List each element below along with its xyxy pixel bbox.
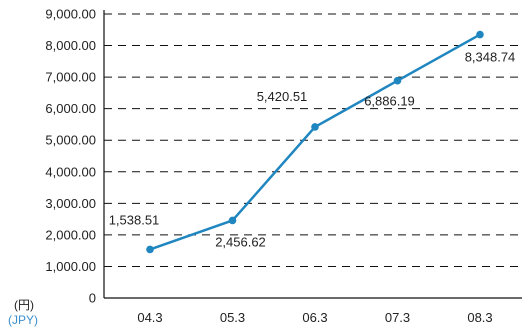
data-label: 5,420.51 (257, 89, 308, 104)
data-label: 1,538.51 (109, 212, 160, 227)
x-tick-label: 04.3 (137, 310, 162, 325)
data-label: 2,456.62 (215, 234, 266, 249)
series-line (149, 33, 481, 251)
y-unit-label-english: (JPY) (8, 313, 38, 327)
y-tick-label: 2,000.00 (45, 227, 96, 242)
data-point (146, 245, 154, 254)
y-unit-label: (円) (14, 298, 34, 312)
y-tick-label: 4,000.00 (45, 164, 96, 179)
data-point (311, 123, 319, 131)
y-tick-label: 3,000.00 (45, 196, 96, 211)
data-label: 6,886.19 (364, 94, 415, 109)
y-tick-label: 5,000.00 (45, 133, 96, 148)
data-point (476, 30, 484, 39)
y-tick-label: 9,000.00 (45, 7, 96, 22)
data-label: 8,348.74 (465, 50, 516, 65)
y-tick-label: 0 (89, 291, 96, 306)
x-tick-label: 08.3 (467, 310, 492, 325)
y-tick-label: 6,000.00 (45, 101, 96, 116)
y-tick-label: 8,000.00 (45, 38, 96, 53)
data-point (393, 76, 402, 85)
x-tick-label: 07.3 (385, 310, 410, 325)
data-point (228, 216, 237, 225)
y-tick-label: 1,000.00 (45, 259, 96, 274)
y-tick-label: 7,000.00 (45, 70, 96, 85)
x-tick-label: 05.3 (220, 310, 245, 325)
x-tick-label: 06.3 (302, 310, 327, 325)
